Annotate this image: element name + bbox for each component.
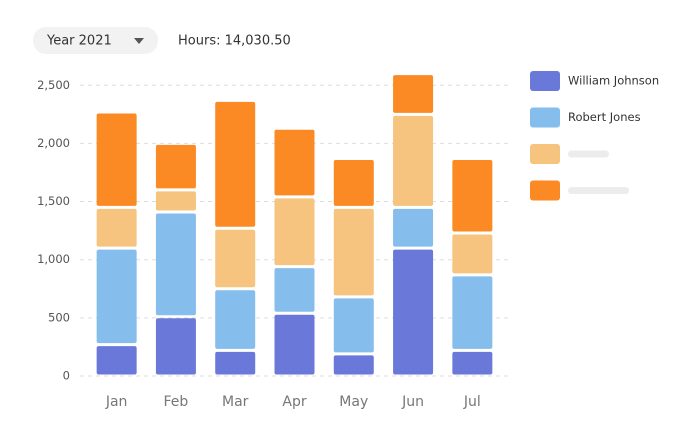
y-tick-label: 500 (48, 310, 70, 324)
dropdown-arrow[interactable] (134, 38, 144, 44)
bar-segment (96, 249, 137, 344)
legend-placeholder (568, 187, 629, 194)
bar-segment (274, 314, 315, 375)
bar-segment (393, 208, 434, 247)
y-tick-label: 0 (63, 369, 70, 383)
bar-segment (155, 318, 196, 375)
legend-swatch (530, 180, 560, 201)
bar-segment (96, 208, 137, 247)
x-tick-label: Mar (222, 394, 249, 410)
year-dropdown[interactable]: Year 2021 (33, 27, 158, 54)
bar-segment (155, 213, 196, 316)
y-tick-label: 1,500 (37, 194, 70, 208)
bar-segment (393, 115, 434, 206)
y-tick-label: 2,000 (37, 136, 70, 150)
bar-segment (274, 129, 315, 196)
bar-segment (274, 198, 315, 266)
bar-segment (333, 355, 374, 375)
hours-total: Hours: 14,030.50 (178, 34, 291, 49)
legend-swatch (530, 71, 560, 91)
bar-segment (155, 191, 196, 211)
bar-segment (333, 160, 374, 206)
bar-segment (215, 351, 256, 375)
legend-label: William Johnson (568, 74, 659, 88)
bar-segment (96, 113, 137, 206)
legend-label: Robert Jones (568, 110, 641, 124)
bar-segment (333, 298, 374, 353)
dropdown-label[interactable]: Year 2021 (46, 34, 112, 49)
bar-segment (393, 249, 434, 375)
y-tick-label: 1,000 (37, 252, 70, 266)
legend-placeholder (568, 150, 609, 158)
bar-segment (96, 346, 137, 375)
bar-segment (393, 75, 434, 113)
bar-segment (215, 290, 256, 349)
bar-segment (452, 351, 493, 375)
x-tick-label: Jan (105, 394, 128, 410)
dropdown-background[interactable] (33, 27, 158, 54)
x-tick-label: Jul (463, 394, 481, 410)
bar-segment (274, 268, 315, 312)
bar-segment (155, 144, 196, 189)
x-tick-label: Feb (164, 394, 189, 410)
legend-swatch (530, 144, 560, 164)
bar-segment (215, 101, 256, 227)
bar-segment (333, 208, 374, 296)
y-tick-label: 2,500 (37, 78, 70, 92)
bar-segment (215, 229, 256, 288)
bar-segment (452, 234, 493, 274)
bar-segment (452, 276, 493, 349)
x-tick-label: May (339, 394, 368, 410)
legend-swatch (530, 107, 560, 128)
bar-segment (452, 160, 493, 232)
x-tick-label: Jun (401, 394, 424, 410)
x-tick-label: Apr (282, 394, 306, 410)
